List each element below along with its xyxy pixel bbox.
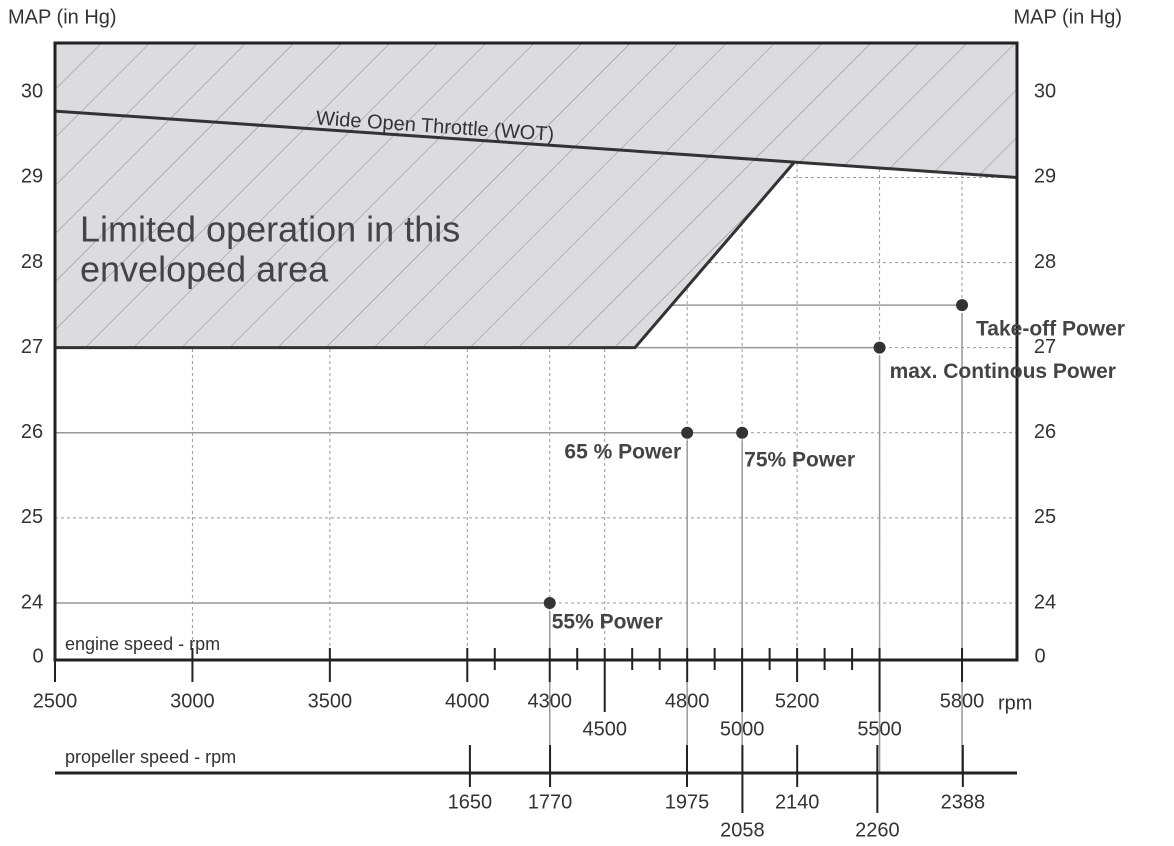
y-tick-label: 29 <box>21 166 43 188</box>
plot-frame <box>53 41 1019 662</box>
x-tick-label: 3500 <box>308 690 353 712</box>
x2-tick-label: 2388 <box>941 791 986 813</box>
x-tick-label: 4800 <box>665 690 710 712</box>
y-tick-label: 25 <box>21 506 43 528</box>
y2-tick-label: 25 <box>1034 506 1056 528</box>
x-tick-label: 3000 <box>170 690 215 712</box>
x2-tick-label: 1770 <box>528 791 573 813</box>
y-tick-label: 27 <box>21 336 43 358</box>
point-label: 55% Power <box>552 611 663 634</box>
point-label: Take-off Power <box>976 318 1125 341</box>
x2-tick-label: 2140 <box>775 791 820 813</box>
x2-tick-label: 2058 <box>720 819 765 841</box>
x-tick-label: 5000 <box>720 718 765 740</box>
envelope-hatch <box>55 111 795 348</box>
y-tick-label: 26 <box>21 421 43 443</box>
shaded-region <box>55 43 1017 178</box>
y2-tick-label: 30 <box>1034 81 1056 103</box>
x-tick-label: 2500 <box>33 690 78 712</box>
x-tick-label: 4000 <box>445 690 490 712</box>
y2-tick-label: 26 <box>1034 421 1056 443</box>
envelope-border <box>55 161 796 350</box>
x-tick-label: 5800 <box>940 690 985 712</box>
envelope-label: enveloped area <box>80 249 329 290</box>
x2-tick-label: 2260 <box>855 819 900 841</box>
x-tick-label: 5500 <box>857 718 902 740</box>
y-tick-label: 30 <box>21 81 43 103</box>
y-axis-label: MAP (in Hg) <box>8 6 117 28</box>
point-label: 65 % Power <box>564 440 681 463</box>
x2-axis-label: propeller speed - rpm <box>65 747 236 767</box>
point <box>956 299 969 312</box>
x-unit: rpm <box>998 692 1032 714</box>
x2-tick-label: 1650 <box>448 791 493 813</box>
wot-line <box>54 109 1018 179</box>
x-axis-label: engine speed - rpm <box>65 634 220 654</box>
point <box>543 596 556 609</box>
x-tick-label: 4500 <box>582 718 627 740</box>
point-label: max. Continous Power <box>890 360 1116 383</box>
y2-tick-label: 27 <box>1034 336 1056 358</box>
y-tick-label: 24 <box>21 591 43 613</box>
envelope-label: Limited operation in this <box>80 209 460 250</box>
y2-tick-label: 29 <box>1034 166 1056 188</box>
point <box>681 426 694 439</box>
x-tick-label: 5200 <box>775 690 820 712</box>
y2-break-label: 0 <box>1034 645 1045 667</box>
y2-tick-label: 24 <box>1034 591 1056 613</box>
y2-axis-label: MAP (in Hg) <box>1013 6 1122 28</box>
point <box>736 426 749 439</box>
point-label: 75% Power <box>744 448 855 471</box>
point <box>873 341 886 354</box>
y-break-label: 0 <box>32 645 43 667</box>
y-tick-label: 28 <box>21 251 43 273</box>
x-tick-label: 4300 <box>527 690 572 712</box>
y2-tick-label: 28 <box>1034 251 1056 273</box>
x2-tick-label: 1975 <box>665 791 710 813</box>
